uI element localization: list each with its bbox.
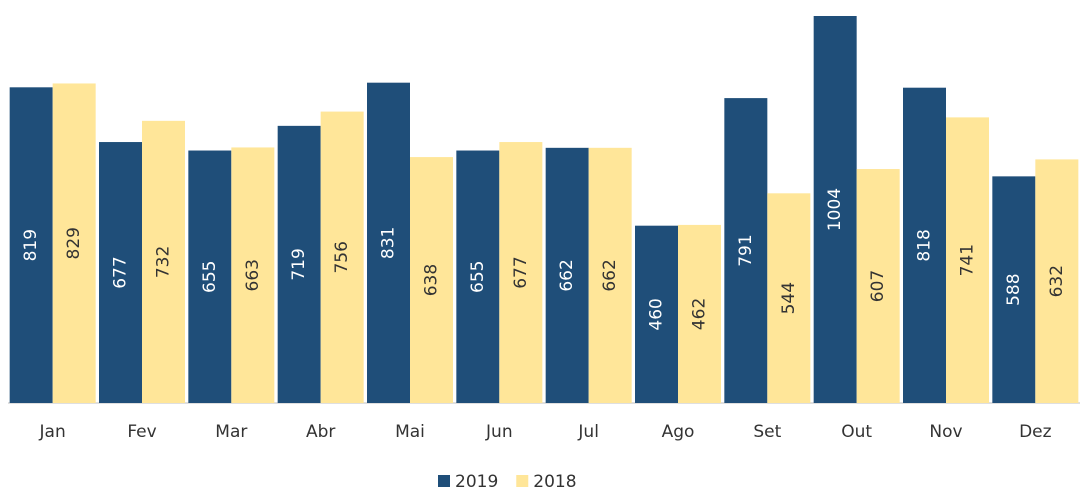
bar — [946, 117, 989, 404]
x-tick-label: Mar — [215, 422, 247, 442]
bar — [856, 169, 900, 403]
data-label: 791 — [736, 234, 756, 266]
data-label: 831 — [379, 227, 399, 259]
data-label: 638 — [422, 264, 442, 296]
bar — [320, 111, 364, 403]
bar — [992, 176, 1036, 403]
data-label: 829 — [64, 227, 84, 259]
bar — [1035, 159, 1079, 403]
bar — [588, 147, 632, 403]
data-label: 460 — [647, 298, 667, 330]
data-label: 732 — [154, 246, 174, 278]
data-label: 677 — [511, 256, 531, 288]
bar — [231, 147, 275, 403]
bar — [99, 142, 142, 404]
bar — [367, 82, 410, 403]
bar — [767, 193, 811, 403]
data-label: 741 — [958, 244, 978, 276]
bar — [903, 87, 946, 403]
data-label: 819 — [21, 229, 41, 261]
bar — [813, 16, 857, 403]
bar — [724, 98, 768, 403]
data-label: 632 — [1047, 265, 1067, 297]
x-tick-label: Jul — [577, 422, 599, 442]
legend-swatch — [516, 475, 529, 487]
data-label: 662 — [557, 259, 577, 291]
data-label: 462 — [690, 298, 710, 330]
bar — [456, 150, 500, 403]
bar — [635, 225, 678, 403]
bar — [499, 142, 543, 404]
data-label: 677 — [111, 256, 131, 288]
data-label: 655 — [468, 261, 488, 293]
x-tick-label: Set — [753, 422, 781, 442]
bar — [545, 147, 589, 403]
x-tick-label: Fev — [127, 422, 156, 442]
x-tick-label: Dez — [1019, 422, 1052, 442]
data-label: 662 — [600, 259, 620, 291]
bar — [188, 150, 232, 403]
data-label: 756 — [332, 241, 352, 273]
bar — [678, 224, 721, 403]
data-label: 663 — [243, 259, 263, 291]
data-label: 818 — [915, 229, 935, 261]
x-tick-label: Abr — [306, 422, 335, 442]
data-label: 719 — [289, 248, 309, 280]
bar — [277, 125, 321, 403]
x-tick-label: Jun — [485, 422, 513, 442]
legend-swatch — [438, 475, 450, 487]
bar — [142, 120, 185, 404]
x-tick-label: Ago — [662, 422, 695, 442]
x-tick-label: Out — [841, 422, 872, 442]
data-label: 1004 — [825, 188, 845, 231]
bar — [410, 157, 453, 403]
x-tick-label: Mai — [395, 422, 425, 442]
x-tick-label: Nov — [929, 422, 962, 442]
data-label: 655 — [200, 261, 220, 293]
data-label: 544 — [779, 282, 799, 314]
data-label: 588 — [1004, 273, 1024, 305]
bar — [52, 83, 96, 404]
legend-label: 2018 — [533, 472, 576, 492]
data-label: 607 — [868, 270, 888, 302]
x-tick-label: Jan — [39, 422, 66, 442]
bar — [9, 87, 53, 404]
legend-label: 2019 — [455, 472, 498, 492]
